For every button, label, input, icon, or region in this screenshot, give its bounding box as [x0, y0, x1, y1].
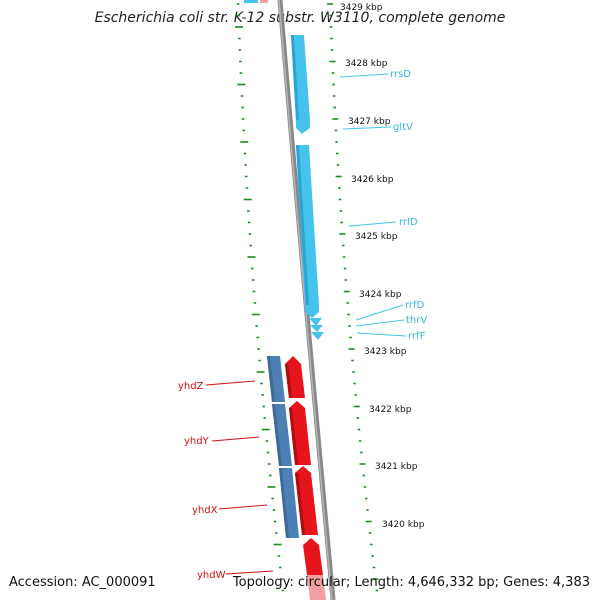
gene-label-rrfD[interactable]: rrfD [405, 300, 425, 311]
top-red-partial[interactable] [260, 0, 268, 3]
topology-text: Topology: circular; Length: 4,646,332 bp… [232, 575, 590, 590]
thrV-arrow[interactable] [310, 325, 323, 332]
outer-ticks [327, 3, 379, 592]
kbp-label: 3427 kbp [348, 117, 391, 127]
kbp-labels: 3429 kbp 3428 kbp 3427 kbp 3426 kbp 3425… [340, 3, 425, 530]
kbp-label: 3420 kbp [382, 520, 425, 530]
yhdW-gene-arrow[interactable] [303, 538, 323, 575]
kbp-label: 3424 kbp [359, 290, 402, 300]
gene-label-yhdY[interactable]: yhdY [184, 436, 210, 447]
gene-label-rrlD[interactable]: rrlD [399, 217, 418, 228]
kbp-label: 3428 kbp [345, 59, 388, 69]
gene-label-thrV[interactable]: thrV [406, 315, 427, 326]
gene-label-yhdW[interactable]: yhdW [197, 570, 226, 581]
kbp-label: 3422 kbp [369, 405, 412, 415]
gene-label-gltV[interactable]: gltV [393, 122, 413, 133]
yhdY-reverse-block[interactable] [272, 404, 292, 466]
kbp-label: 3425 kbp [355, 232, 398, 242]
genome-title: Escherichia coli str. K-12 substr. W3110… [94, 10, 506, 26]
yhdX-reverse-block[interactable] [279, 468, 299, 538]
kbp-label: 3421 kbp [375, 462, 418, 472]
top-blue-partial[interactable] [244, 0, 258, 3]
gene-label-rrsD[interactable]: rrsD [390, 69, 411, 80]
kbp-label: 3426 kbp [351, 175, 394, 185]
gene-label-rrfF[interactable]: rrfF [408, 331, 426, 342]
gltV-arrow[interactable] [296, 128, 308, 134]
kbp-label: 3429 kbp [340, 3, 383, 13]
gene-label-yhdX[interactable]: yhdX [192, 505, 218, 516]
protein-gene-labels: yhdZ yhdY yhdX yhdW [178, 380, 274, 581]
rrfF-arrow[interactable] [311, 332, 324, 340]
rrfD-arrow[interactable] [309, 318, 322, 326]
gene-label-yhdZ[interactable]: yhdZ [178, 381, 204, 392]
kbp-label: 3423 kbp [364, 347, 407, 357]
rrlD-arrow[interactable] [296, 145, 319, 318]
accession-text: Accession: AC_000091 [9, 575, 156, 590]
yhdW-gene-partial[interactable] [307, 575, 326, 600]
inner-ticks [234, 3, 285, 592]
rna-gene-labels: rrsD gltV rrlD rrfD thrV rrfF [339, 69, 427, 342]
